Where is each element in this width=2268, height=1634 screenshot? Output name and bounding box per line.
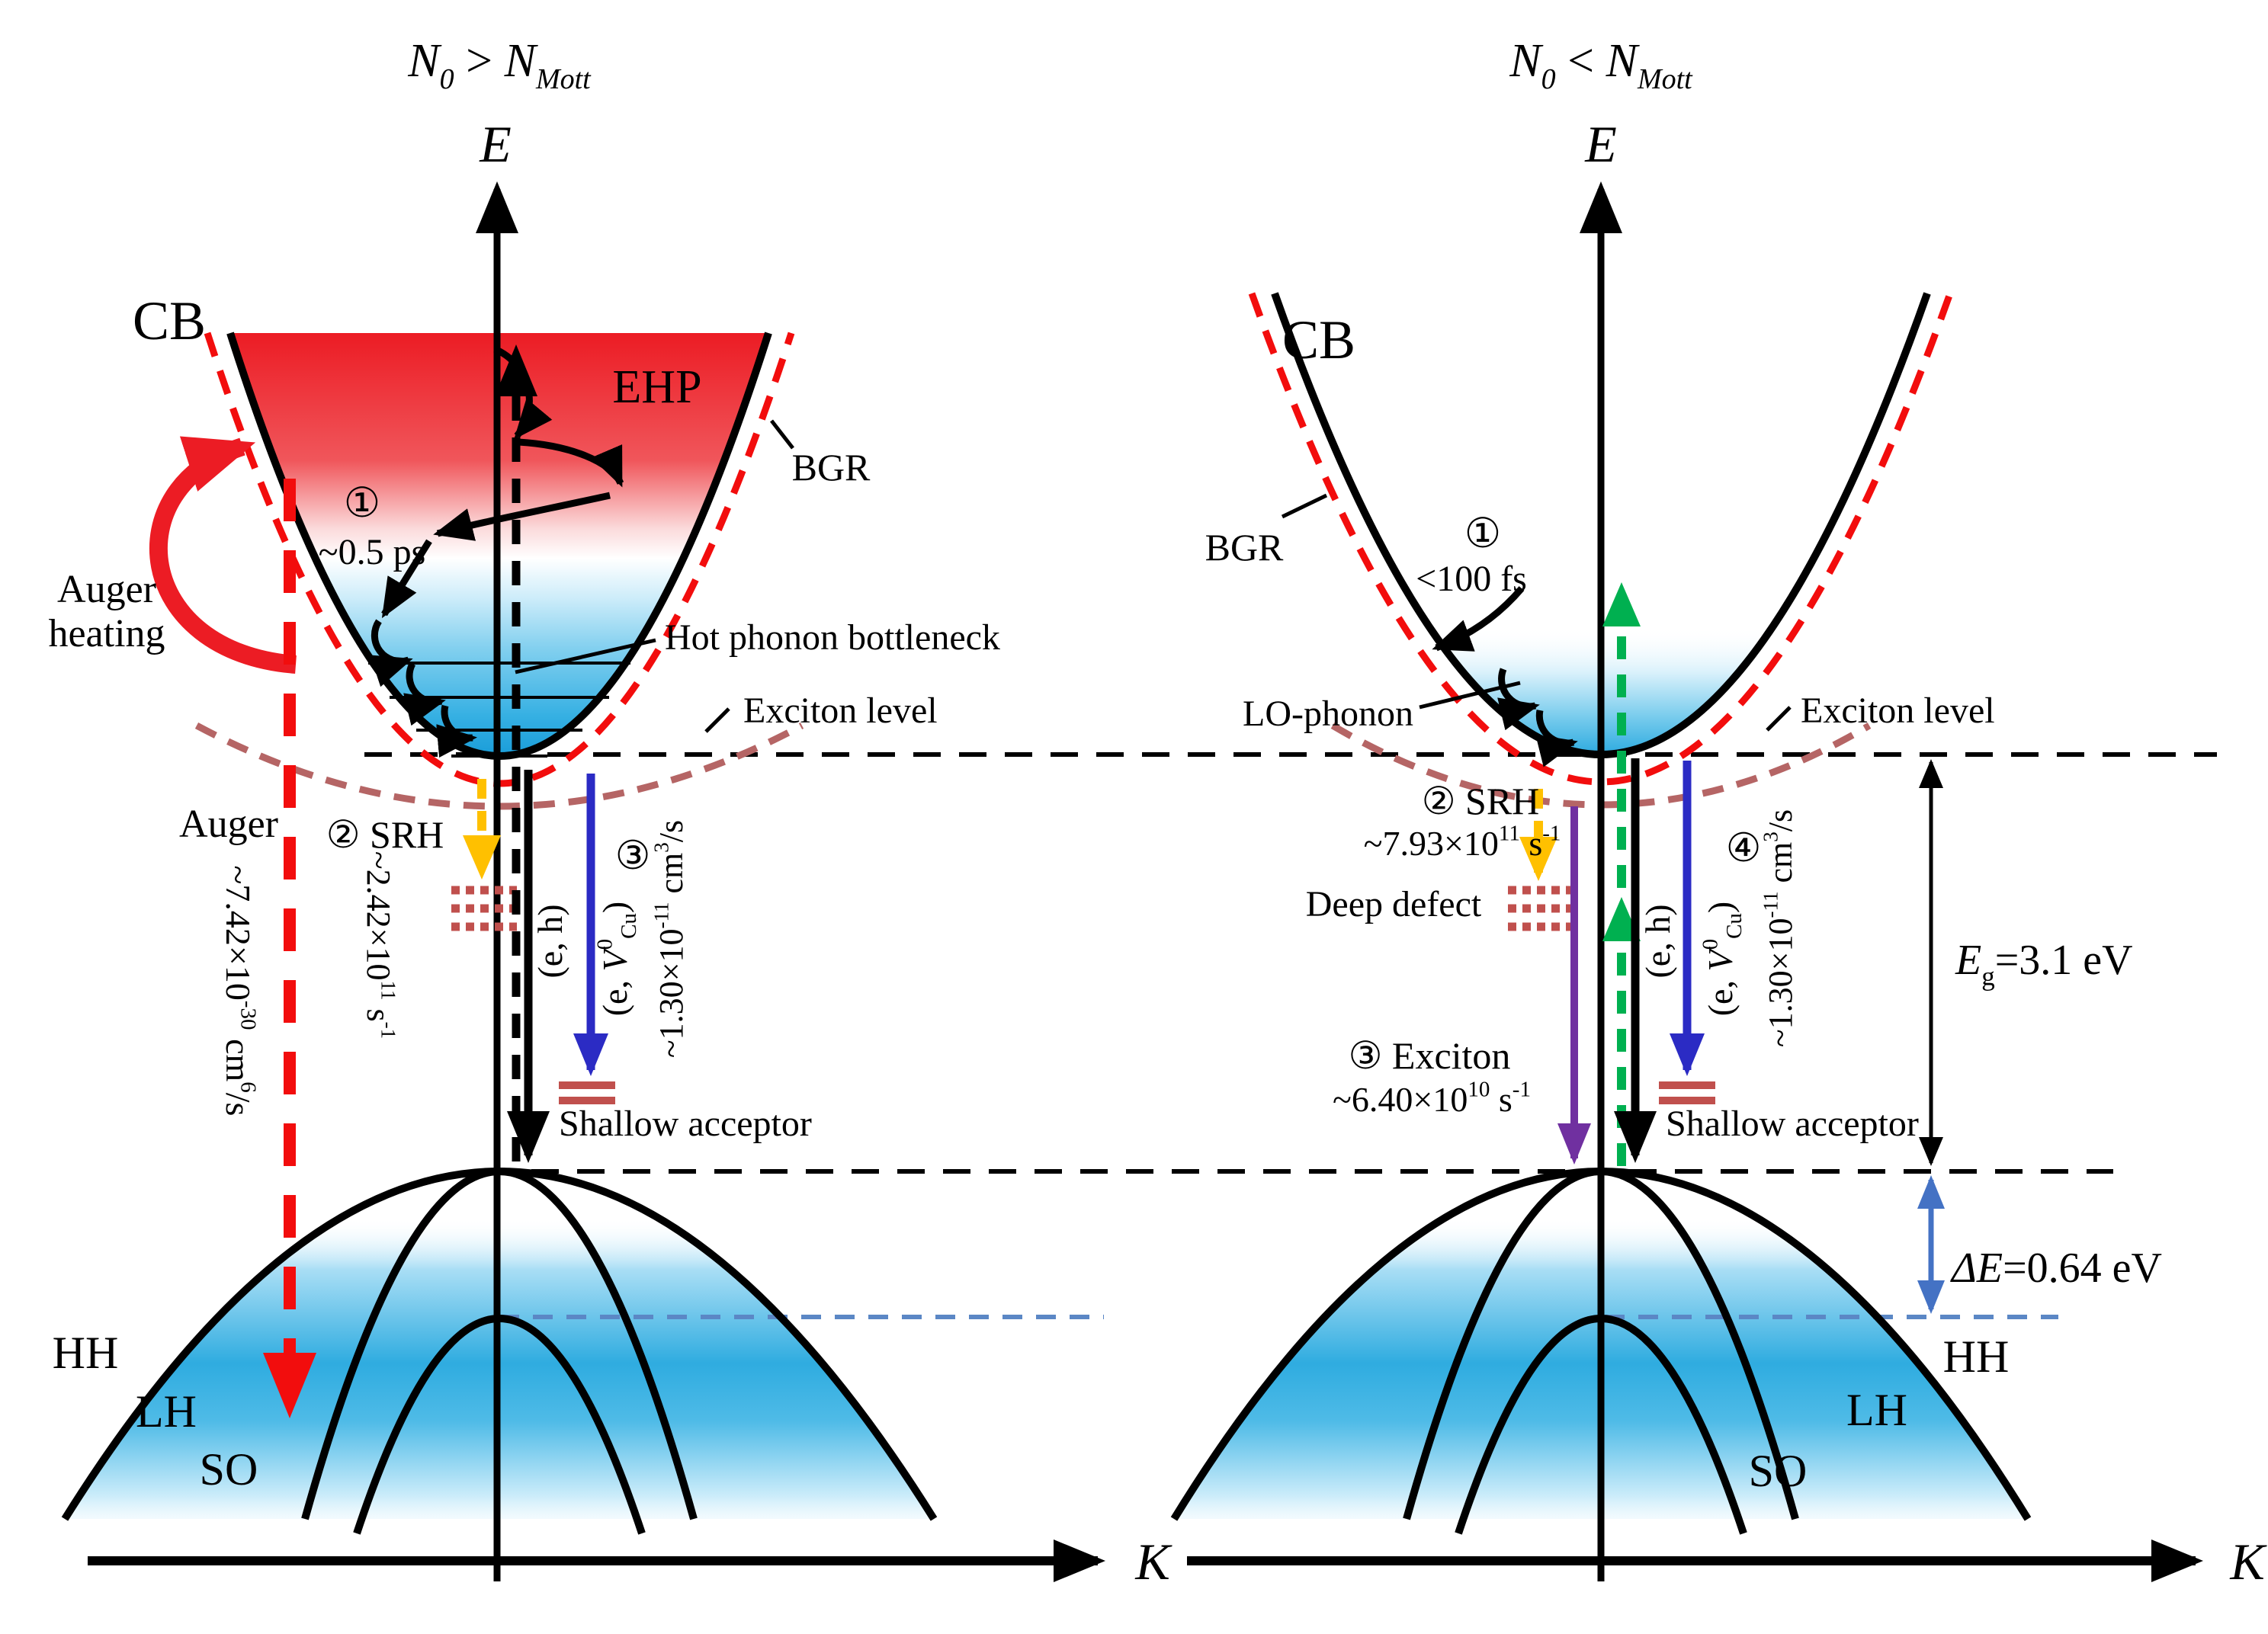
- auger-rate-label: ~7.42×10-30 cm6/s: [219, 866, 260, 1117]
- auger-heating-arc-arrow: [149, 436, 297, 674]
- right-lh-label: LH: [1846, 1385, 1907, 1435]
- right-hh-label: HH: [1943, 1331, 2010, 1382]
- right-deep-defect-levels: [1508, 886, 1573, 931]
- right-vb-fill: [1174, 1218, 2028, 1519]
- left-shallow-acceptor-levels: [559, 1081, 615, 1104]
- lo-phonon-pointer: [1419, 681, 1521, 710]
- left-shallow-acceptor-label: Shallow acceptor: [559, 1104, 812, 1144]
- left-evcu-pair-label: (e, V0Cu): [593, 902, 641, 1017]
- auger-heating-label-2: heating: [48, 612, 165, 655]
- right-cb-label: CB: [1282, 309, 1355, 370]
- left-step1-time: ~0.5 ps: [319, 532, 426, 572]
- hot-phonon-label: Hot phonon bottleneck: [665, 617, 1000, 658]
- left-capture-rate-label: ~1.30×10-11 cm3/s: [650, 820, 691, 1058]
- cooling-cascade-arrows: [370, 345, 624, 758]
- left-srh-rate-label: ~2.42×1011 s-1: [360, 851, 400, 1039]
- ehp-label: EHP: [612, 361, 701, 413]
- right-evcu-pair-label: (e, V0Cu): [1699, 902, 1747, 1017]
- right-step1-time: <100 fs: [1416, 559, 1527, 599]
- band-gap-label: Eg=3.1 eV: [1955, 937, 2133, 992]
- left-lh-label: LH: [136, 1386, 197, 1437]
- right-bgr-label: BGR: [1205, 526, 1284, 569]
- right-panel-title: N0 < NMott: [1509, 35, 1693, 95]
- left-cb-label: CB: [133, 290, 206, 351]
- left-panel-title: N0 > NMott: [407, 35, 592, 95]
- right-srh-rate-label: ~7.93×1011 s-1: [1364, 822, 1561, 863]
- exciton-level-pointer-right: [1766, 706, 1792, 732]
- right-eh-pair-label: (e, h): [1638, 904, 1677, 978]
- right-energy-axis-label: E: [1584, 115, 1617, 173]
- right-momentum-axis-label: K: [2229, 1533, 2267, 1591]
- right-exciton-rate-label: ~6.40×1010 s-1: [1333, 1078, 1531, 1119]
- right-exciton-level-label: Exciton level: [1801, 690, 1995, 731]
- deep-defect-label: Deep defect: [1306, 884, 1482, 924]
- left-deep-defect-levels: [451, 886, 517, 931]
- auger-heating-label-1: Auger: [57, 568, 156, 611]
- so-offset-label: ΔE=0.64 eV: [1950, 1245, 2162, 1292]
- exciton-level-pointer-left: [704, 707, 730, 733]
- left-hh-label: HH: [53, 1328, 119, 1378]
- left-eh-pair-label: (e, h): [531, 904, 569, 978]
- left-bgr-label: BGR: [792, 446, 871, 489]
- right-exciton-label: ③ Exciton: [1349, 1034, 1511, 1077]
- right-srh-label: ② SRH: [1422, 780, 1540, 822]
- left-step1-number: ①: [344, 480, 380, 526]
- left-exciton-level-label: Exciton level: [743, 690, 938, 731]
- right-shallow-acceptor-label: Shallow acceptor: [1666, 1104, 1919, 1144]
- right-shallow-acceptor-levels: [1659, 1081, 1715, 1104]
- left-step3-number: ③: [615, 835, 651, 878]
- left-srh-label: ② SRH: [326, 813, 444, 856]
- left-momentum-axis-label: K: [1134, 1533, 1172, 1591]
- auger-label: Auger: [179, 803, 278, 846]
- right-step1-number: ①: [1464, 511, 1501, 556]
- right-capture-rate-label: ~1.30×10-11 cm3/s: [1760, 809, 1800, 1047]
- bgr-pointer-right: [1281, 493, 1328, 519]
- left-energy-axis-label: E: [479, 115, 512, 173]
- lo-phonon-label: LO-phonon: [1243, 694, 1413, 734]
- bgr-pointer-left: [770, 419, 794, 450]
- right-step4-number: ④: [1726, 827, 1762, 870]
- label-pointers: [515, 419, 1792, 733]
- left-so-label: SO: [200, 1444, 258, 1495]
- lo-phonon-relax-arrows: [1432, 586, 1578, 767]
- hot-phonon-pointer: [515, 638, 656, 674]
- right-so-label: SO: [1749, 1446, 1808, 1496]
